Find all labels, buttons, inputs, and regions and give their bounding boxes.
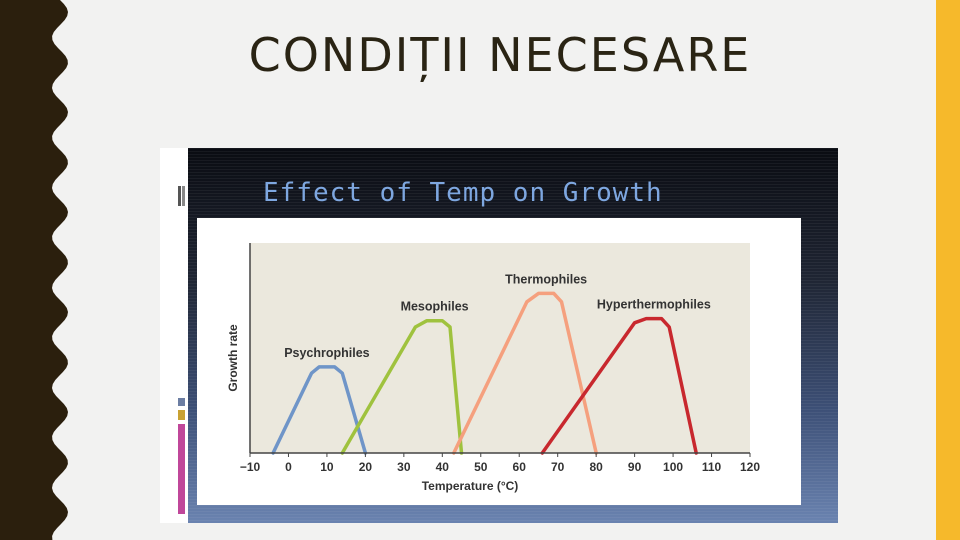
series-label-mesophiles: Mesophiles [401, 300, 469, 314]
figure-title: Effect of Temp on Growth [263, 178, 663, 208]
x-tick-label: 70 [551, 460, 565, 474]
x-axis-title: Temperature (°C) [422, 479, 519, 493]
slide-title: CONDIȚII NECESARE [248, 28, 752, 82]
deco-mark [178, 186, 181, 206]
x-tick-label: 60 [513, 460, 527, 474]
x-tick-label: 20 [359, 460, 373, 474]
x-tick-label: 110 [702, 460, 722, 474]
x-tick-label: 10 [320, 460, 334, 474]
x-tick-label: 30 [397, 460, 411, 474]
deco-mark [178, 410, 185, 420]
series-label-hyperthermophiles: Hyperthermophiles [597, 298, 711, 312]
x-tick-label: 100 [663, 460, 683, 474]
wavy-border-shape [0, 0, 68, 540]
deco-mark [182, 186, 185, 206]
x-tick-label: 40 [436, 460, 450, 474]
series-curve-thermophiles [452, 291, 598, 455]
x-tick-label: 0 [285, 460, 292, 474]
x-tick-label: 50 [474, 460, 488, 474]
left-strip-decorations [178, 186, 185, 514]
plot-area [250, 243, 750, 453]
series-curve-psychrophiles [271, 365, 368, 455]
series-labels: Psychrophiles Mesophiles Thermophiles Hyper… [284, 272, 711, 360]
x-tick-labels: −10 0 10 20 30 40 50 60 70 80 90 100 110 120 [240, 453, 760, 474]
accent-bar [936, 0, 960, 540]
chart-picture: Effect of Temp on Growth −10 0 10 20 30 40 50 6… [160, 148, 838, 523]
x-tick-label: −10 [240, 460, 261, 474]
series-curves [271, 291, 698, 455]
series-curve-hyperthermophiles [540, 316, 698, 455]
series-label-psychrophiles: Psychrophiles [284, 346, 369, 360]
x-tick-label: 80 [589, 460, 603, 474]
deco-mark [178, 398, 185, 406]
wavy-left-border [0, 0, 68, 540]
deco-mark [178, 424, 185, 514]
x-tick-label: 90 [628, 460, 642, 474]
series-label-thermophiles: Thermophiles [505, 272, 587, 286]
y-axis-title: Growth rate [226, 324, 240, 392]
x-tick-label: 120 [740, 460, 760, 474]
growth-chart: −10 0 10 20 30 40 50 60 70 80 90 100 110 120 Psychrop… [178, 186, 801, 514]
series-curve-mesophiles [340, 318, 464, 455]
